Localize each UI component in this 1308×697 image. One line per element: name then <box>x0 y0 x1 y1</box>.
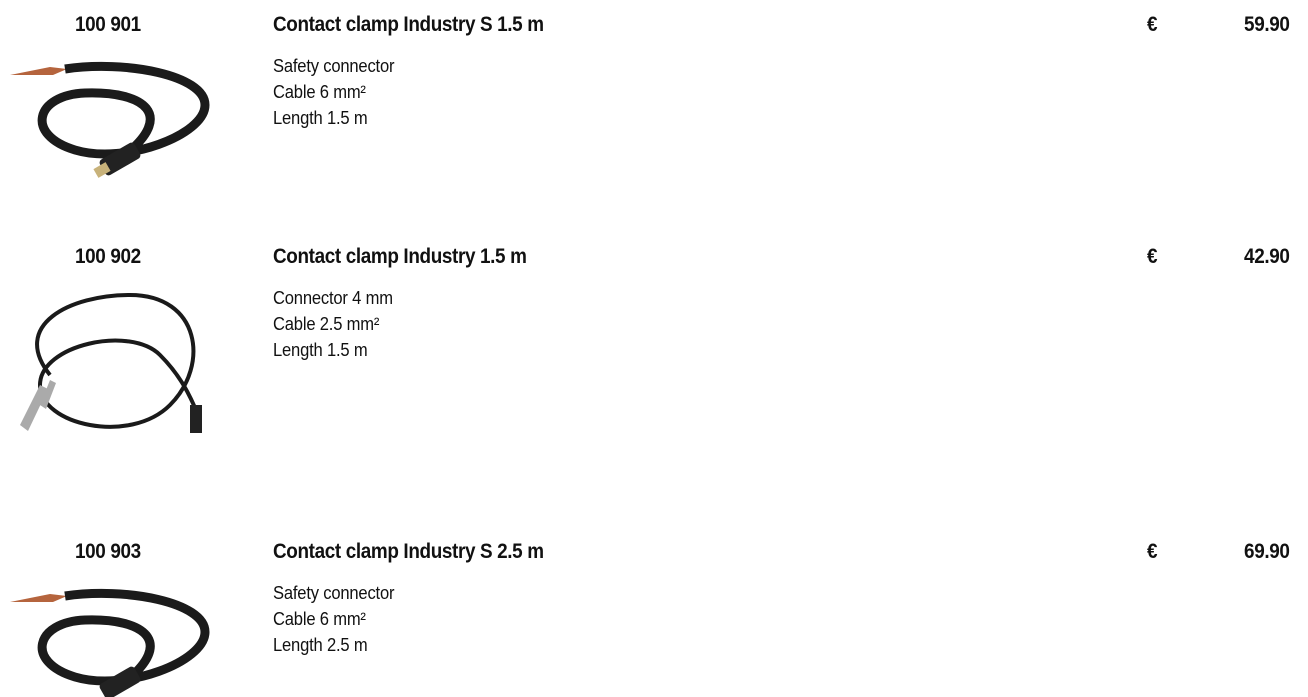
item-number: 100 902 <box>75 245 141 269</box>
currency: € <box>1147 540 1157 564</box>
price: 69.90 <box>1244 540 1290 564</box>
item-number: 100 901 <box>75 13 141 37</box>
currency: € <box>1147 245 1157 269</box>
price: 59.90 <box>1244 13 1290 37</box>
item-title: Contact clamp Industry S 1.5 m <box>273 13 544 37</box>
description-line: Safety connector <box>273 583 394 604</box>
description-line: Length 1.5 m <box>273 108 367 129</box>
description-line: Length 2.5 m <box>273 635 367 656</box>
item-title: Contact clamp Industry 1.5 m <box>273 245 527 269</box>
description-line: Connector 4 mm <box>273 288 393 309</box>
description-line: Cable 6 mm² <box>273 82 366 103</box>
product-image <box>5 582 215 697</box>
product-image <box>5 55 215 215</box>
item-number: 100 903 <box>75 540 141 564</box>
description-line: Safety connector <box>273 56 394 77</box>
description-line: Cable 2.5 mm² <box>273 314 379 335</box>
item-title: Contact clamp Industry S 2.5 m <box>273 540 544 564</box>
page: 100 901 Contact clamp Industry S 1.5 m €59… <box>0 0 1308 697</box>
description-line: Cable 6 mm² <box>273 609 366 630</box>
description-line: Length 1.5 m <box>273 340 367 361</box>
price: 42.90 <box>1244 245 1290 269</box>
currency: € <box>1147 13 1157 37</box>
product-image <box>10 285 220 445</box>
